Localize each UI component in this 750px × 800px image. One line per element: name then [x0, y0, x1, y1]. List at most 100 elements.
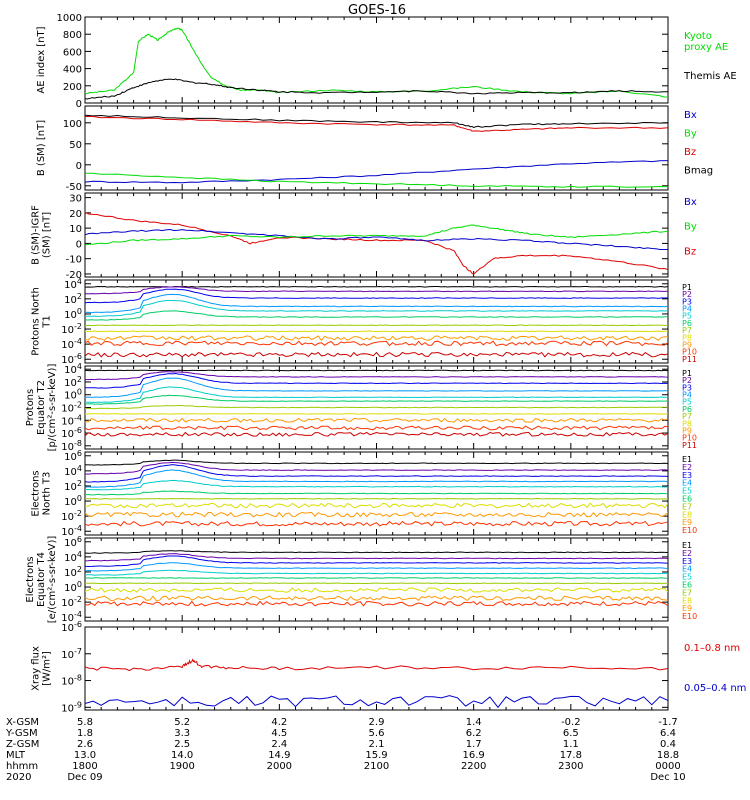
- x-row-value: 0.4: [660, 739, 676, 750]
- x-row-value: 14.0: [171, 750, 193, 761]
- x-row-value: 2000: [267, 761, 292, 772]
- x-row-value: 1.8: [77, 728, 93, 739]
- channel-line-E10: [85, 520, 668, 527]
- x-row-label: Z-GSM: [6, 739, 39, 750]
- series-line: [85, 172, 668, 188]
- channel-line-P10: [85, 425, 668, 431]
- y-axis-label: Protons NorthT1: [31, 287, 53, 356]
- series-line: [85, 116, 668, 132]
- y-tick-label: 10-6: [61, 620, 82, 634]
- x-row-value: 2.1: [369, 739, 385, 750]
- x-row-label: MLT: [6, 750, 26, 761]
- channel-line-E8: [85, 587, 668, 593]
- channel-label: E5: [682, 573, 692, 582]
- series-line: [85, 78, 668, 100]
- series-line: [85, 160, 668, 184]
- channel-line-P4: [85, 377, 668, 398]
- channel-label: P5: [682, 398, 692, 407]
- channel-line-E7: [85, 497, 668, 500]
- channel-label: P7: [682, 326, 692, 335]
- y-tick-label: 400: [63, 65, 82, 76]
- panel-6: ElectronsNorth T310610410210010-210-4E1E…: [31, 449, 698, 538]
- series-line: [85, 658, 668, 672]
- x-row-value: 0000: [655, 761, 680, 772]
- channel-label: P5: [682, 312, 692, 321]
- channel-line-E5: [85, 479, 668, 491]
- x-row-value: 2.9: [369, 717, 385, 728]
- x-row-label: Y-GSM: [5, 728, 38, 739]
- y-tick-label: 10-7: [61, 647, 82, 661]
- channel-line-P9: [85, 417, 668, 423]
- y-tick-label: 10-8: [61, 439, 82, 453]
- y-tick-label: 0: [76, 239, 82, 250]
- channel-label: P8: [682, 419, 692, 428]
- channel-label: P7: [682, 412, 692, 421]
- x-row-value: 1.7: [466, 739, 482, 750]
- x-row-value: 5.6: [369, 728, 385, 739]
- channel-line-P1: [85, 285, 668, 288]
- channel-line-E5: [85, 569, 668, 576]
- channel-label: E1: [682, 541, 692, 550]
- y-tick-label: 10-6: [61, 426, 82, 440]
- x-row-label: 2020: [6, 772, 31, 783]
- channel-label: E7: [682, 588, 692, 597]
- channel-label: P3: [682, 383, 692, 392]
- y-tick-label: 10-4: [61, 413, 82, 427]
- channel-label: E6: [682, 495, 692, 504]
- channel-line-E6: [85, 490, 668, 496]
- y-tick-label: 10-2: [61, 509, 82, 523]
- y-tick-label: 30: [69, 194, 82, 205]
- panel-frame: [84, 279, 669, 364]
- x-row-value: 4.2: [271, 717, 287, 728]
- channel-label: P2: [682, 290, 692, 299]
- channel-line-E1: [85, 550, 668, 554]
- channel-line-E7: [85, 582, 668, 585]
- legend-entry: 0.05–0.4 nm: [684, 683, 746, 694]
- channel-line-P2: [85, 371, 668, 381]
- y-tick-label: 102: [64, 292, 82, 306]
- channel-label: E9: [682, 518, 692, 527]
- y-tick-label: 0: [76, 161, 82, 172]
- x-row-value: 2100: [364, 761, 389, 772]
- channel-line-E9: [85, 511, 668, 518]
- y-tick-label: 10-9: [61, 700, 82, 714]
- y-tick-label: 600: [63, 47, 82, 58]
- channel-label: E10: [682, 526, 697, 535]
- channel-line-P5: [85, 300, 668, 317]
- channel-line-E2: [85, 461, 668, 475]
- legend-entry: By: [684, 222, 697, 233]
- panel-1: AE index [nT] 0 200 400 600 800 1000 Kyotoproxy…: [36, 13, 737, 110]
- channel-line-P11: [85, 351, 668, 358]
- x-row-value: 6.2: [466, 728, 482, 739]
- y-axis-label: ProtonsEquator T2[p/(cm²-s-sr-keV)]: [25, 364, 58, 452]
- series-line: [85, 224, 668, 246]
- y-axis-label: Xray flux[W/m²]: [31, 646, 53, 691]
- series-line: [85, 27, 668, 98]
- y-tick-label: 10-4: [61, 337, 82, 351]
- channel-line-P2: [85, 286, 668, 295]
- y-tick-label: 20: [69, 209, 82, 220]
- channel-line-P8: [85, 413, 668, 415]
- channel-line-P8: [85, 330, 668, 333]
- y-tick-label: -50: [66, 182, 82, 193]
- plot-title: GOES-16: [348, 3, 406, 18]
- x-row-value: 5.8: [77, 717, 93, 728]
- channel-label: P4: [682, 391, 692, 400]
- y-tick-label: 104: [64, 277, 82, 291]
- channel-line-E8: [85, 502, 668, 509]
- channel-line-P4: [85, 293, 668, 314]
- channel-line-E1: [85, 459, 668, 466]
- y-tick-label: 100: [64, 580, 82, 594]
- channel-label: P8: [682, 333, 692, 342]
- channel-label: P9: [682, 426, 692, 435]
- channel-label: E10: [682, 612, 697, 621]
- y-tick-label: 106: [64, 449, 82, 463]
- y-tick-label: 100: [64, 494, 82, 508]
- x-row-value: 1.4: [466, 717, 482, 728]
- y-tick-label: 10: [69, 224, 82, 235]
- channel-label: E3: [682, 471, 692, 480]
- y-tick-label: 10-2: [61, 595, 82, 609]
- channel-label: P6: [682, 405, 692, 414]
